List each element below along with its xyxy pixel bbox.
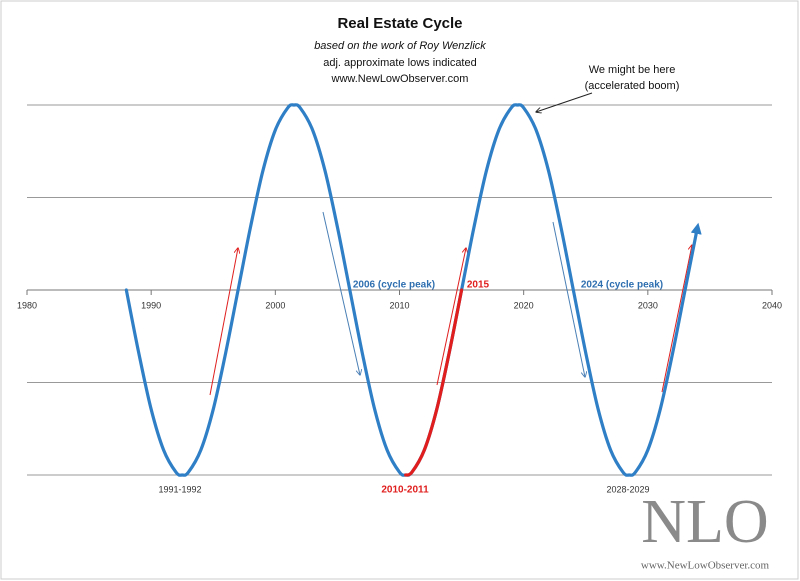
annotation: 2015 <box>467 280 490 291</box>
annotation: 2010-2011 <box>381 485 429 496</box>
annotation: 2028-2029 <box>606 484 649 494</box>
x-tick-label: 2040 <box>762 300 782 310</box>
logo-url: www.NewLowObserver.com <box>641 560 770 572</box>
annotation: 1991-1992 <box>158 484 201 494</box>
chart-title: Real Estate Cycle <box>337 15 462 32</box>
series-line <box>404 288 464 477</box>
source: www.NewLowObserver.com <box>331 73 469 85</box>
x-tick-label: 1980 <box>17 300 37 310</box>
callout-arrow <box>536 92 593 112</box>
subtitle: adj. approximate lows indicated <box>323 57 476 69</box>
trend-arrow <box>436 248 466 386</box>
x-tick-label: 2030 <box>638 300 658 310</box>
trend-arrow <box>322 211 360 375</box>
annotation: 2006 (cycle peak) <box>353 280 435 291</box>
annotation: We might be here <box>589 64 676 76</box>
x-tick-label: 2010 <box>389 300 409 310</box>
x-tick-label: 2020 <box>514 300 534 310</box>
trend-arrow <box>209 248 238 396</box>
x-tick-label: 1990 <box>141 300 161 310</box>
trend-arrow <box>552 221 585 377</box>
subtitle: based on the work of Roy Wenzlick <box>314 40 486 52</box>
annotation: (accelerated boom) <box>585 80 680 92</box>
x-tick-label: 2000 <box>265 300 285 310</box>
logo: NLO <box>641 488 768 556</box>
annotation: 2024 (cycle peak) <box>581 280 663 291</box>
trend-arrows <box>209 211 692 396</box>
trend-arrow <box>661 245 692 393</box>
